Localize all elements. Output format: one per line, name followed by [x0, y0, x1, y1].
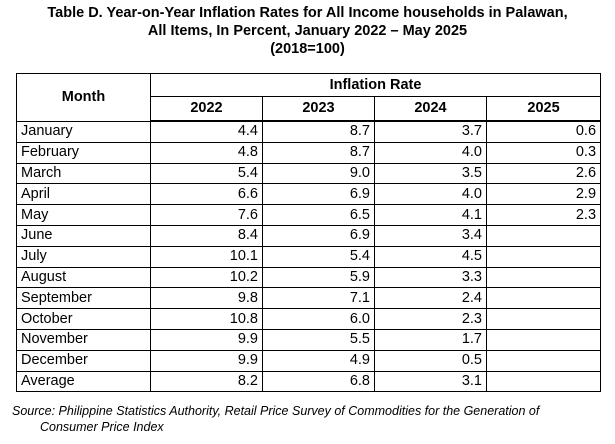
rate-cell: 2.9	[485, 183, 602, 206]
rate-cell	[485, 308, 602, 330]
title-line-2: All Items, In Percent, January 2022 – Ma…	[147, 23, 468, 39]
rate-cell: 5.4	[262, 245, 375, 268]
rate-cell: 6.9	[262, 224, 375, 247]
table-row: Average 8.2 6.8 3.1	[16, 370, 602, 393]
rate-cell: 0.3	[485, 141, 602, 164]
rate-cell: 0.6	[485, 120, 602, 143]
title-line-3: (2018=100)	[270, 41, 345, 57]
rate-cell: 4.4	[150, 120, 263, 143]
month-column-header: Month	[16, 73, 151, 122]
table-row: April 6.6 6.9 4.0 2.9	[16, 183, 602, 206]
table-body: January 4.4 8.7 3.7 0.6 February 4.8 8.7 4.0 0.3 M…	[16, 120, 602, 393]
month-cell: December	[16, 349, 151, 372]
rate-cell: 1.7	[374, 328, 487, 351]
table-row: September 9.8 7.1 2.4	[16, 287, 602, 310]
rate-cell	[485, 266, 602, 289]
month-cell: August	[16, 266, 151, 289]
rate-cell	[485, 328, 602, 351]
rate-cell: 6.5	[262, 204, 375, 226]
month-cell: Average	[16, 370, 151, 393]
month-cell: February	[16, 141, 151, 164]
rate-cell: 9.9	[150, 328, 263, 351]
table-row: June 8.4 6.9 3.4	[16, 224, 602, 247]
month-cell: April	[16, 183, 151, 206]
inflation-rate-header: Inflation Rate	[149, 73, 602, 97]
table-row: December 9.9 4.9 0.5	[16, 349, 602, 372]
rate-cell: 3.1	[374, 370, 487, 393]
rate-cell: 2.6	[485, 162, 602, 185]
rate-cell: 10.8	[150, 308, 263, 330]
rate-cell: 3.3	[374, 266, 487, 289]
table-row: October 10.8 6.0 2.3	[16, 308, 602, 330]
year-header: 2023	[262, 96, 375, 122]
month-cell: November	[16, 328, 151, 351]
rate-cell	[485, 370, 602, 393]
rate-cell: 8.4	[150, 224, 263, 247]
rate-cell: 10.2	[150, 266, 263, 289]
rate-cell: 6.8	[262, 370, 375, 393]
year-header: 2022	[150, 96, 263, 122]
table-row: May 7.6 6.5 4.1 2.3	[16, 204, 602, 226]
rate-cell	[485, 349, 602, 372]
rate-cell: 4.1	[374, 204, 487, 226]
rate-cell: 4.8	[150, 141, 263, 164]
table-row: August 10.2 5.9 3.3	[16, 266, 602, 289]
rate-cell: 6.6	[150, 183, 263, 206]
table-row: March 5.4 9.0 3.5 2.6	[16, 162, 602, 185]
rate-cell: 0.5	[374, 349, 487, 372]
rate-cell: 8.2	[150, 370, 263, 393]
month-cell: July	[16, 245, 151, 268]
rate-cell: 6.9	[262, 183, 375, 206]
rate-cell	[485, 287, 602, 310]
rate-cell: 4.0	[374, 141, 487, 164]
month-cell: October	[16, 308, 151, 330]
table-row: November 9.9 5.5 1.7	[16, 328, 602, 351]
rate-cell: 3.7	[374, 120, 487, 143]
table-row: July 10.1 5.4 4.5	[16, 245, 602, 268]
rate-cell: 4.0	[374, 183, 487, 206]
month-cell: January	[16, 120, 151, 143]
rate-cell: 5.5	[262, 328, 375, 351]
rate-cell: 10.1	[150, 245, 263, 268]
month-cell: March	[16, 162, 151, 185]
rate-cell: 5.4	[150, 162, 263, 185]
month-cell: May	[16, 204, 151, 226]
source-note: Source: Philippine Statistics Authority,…	[12, 403, 612, 435]
month-cell: September	[16, 287, 151, 310]
rate-cell: 5.9	[262, 266, 375, 289]
rate-cell: 9.8	[150, 287, 263, 310]
rate-cell: 4.9	[262, 349, 375, 372]
rate-cell: 2.3	[374, 308, 487, 330]
rate-cell: 3.4	[374, 224, 487, 247]
rate-cell: 8.7	[262, 141, 375, 164]
table-title: Table D. Year-on-Year Inflation Rates fo…	[0, 4, 615, 58]
source-line-2: Consumer Price Index	[40, 420, 164, 434]
rate-cell: 8.7	[262, 120, 375, 143]
inflation-table: Month Inflation Rate 2022 2023 2024 2025…	[16, 73, 602, 393]
year-header: 2024	[374, 96, 487, 122]
table-row: February 4.8 8.7 4.0 0.3	[16, 141, 602, 164]
rate-cell: 7.1	[262, 287, 375, 310]
rate-cell: 9.9	[150, 349, 263, 372]
month-cell: June	[16, 224, 151, 247]
rate-cell: 7.6	[150, 204, 263, 226]
rate-cell	[485, 224, 602, 247]
rate-cell	[485, 245, 602, 268]
table-row: January 4.4 8.7 3.7 0.6	[16, 120, 602, 143]
rate-cell: 2.3	[485, 204, 602, 226]
rate-cell: 9.0	[262, 162, 375, 185]
title-line-1: Table D. Year-on-Year Inflation Rates fo…	[47, 5, 568, 21]
rate-cell: 3.5	[374, 162, 487, 185]
source-line-1: Source: Philippine Statistics Authority,…	[12, 404, 540, 418]
rate-cell: 2.4	[374, 287, 487, 310]
rate-cell: 4.5	[374, 245, 487, 268]
year-header: 2025	[485, 96, 602, 122]
rate-cell: 6.0	[262, 308, 375, 330]
